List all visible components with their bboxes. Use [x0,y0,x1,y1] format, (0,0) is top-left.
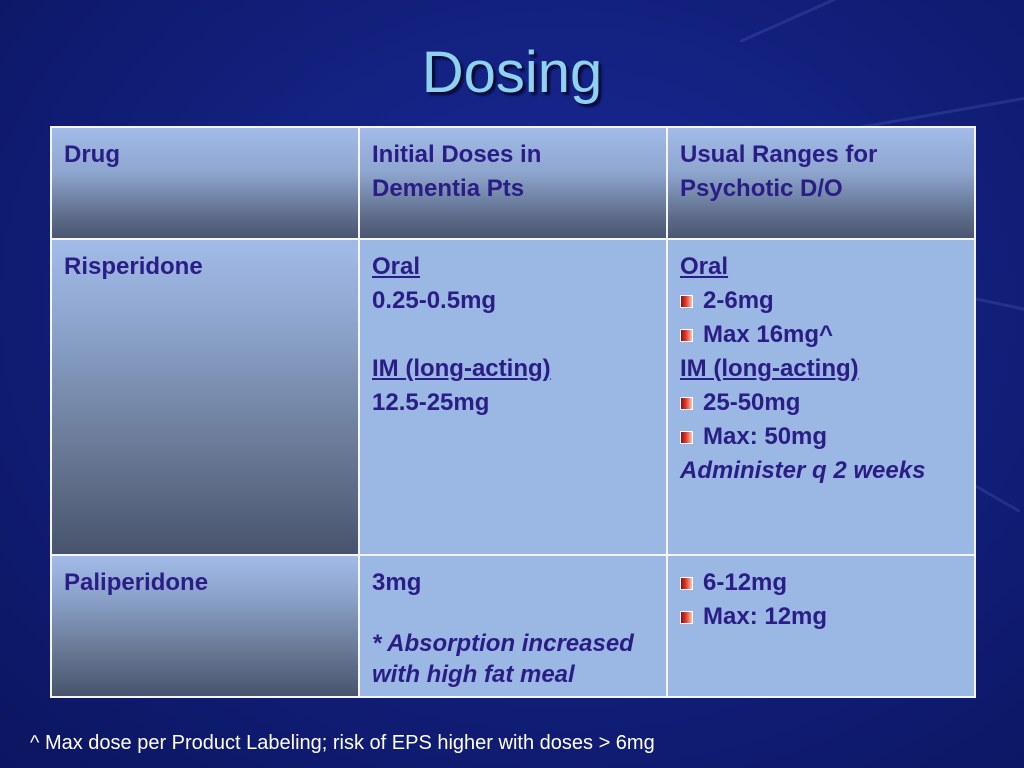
table-row: Paliperidone 3mg * Absorption increased … [50,554,976,698]
red-square-bullet-icon [680,294,693,308]
slide-title: Dosing [421,40,603,105]
list-item: Max: 12mg [680,600,964,634]
footnote: ^ Max dose per Product Labeling; risk of… [30,732,655,754]
bullet-text: Max: 12mg [703,603,828,630]
dosing-table: Drug Initial Doses in Dementia Pts Usual… [50,126,976,698]
table-header-row: Drug Initial Doses in Dementia Pts Usual… [50,126,976,240]
background-streak [739,0,1024,43]
oral-dose: 0.25-0.5mg [372,287,497,314]
absorption-note: * Absorption increased with high fat mea… [372,630,634,688]
bullet-text: Max 16mg^ [703,321,834,348]
bullet-text: 6-12mg [703,569,788,596]
bullet-text: Max: 50mg [703,423,828,450]
list-item: Max: 50mg [680,420,964,454]
red-square-bullet-icon [680,430,693,444]
bullet-text: 25-50mg [703,389,801,416]
red-square-bullet-icon [680,328,693,342]
administration-note: Administer q 2 weeks [680,457,926,484]
initial-dose: 3mg [372,569,422,596]
header-initial-doses: Initial Doses in Dementia Pts [358,126,668,240]
header-drug: Drug [50,126,360,240]
red-square-bullet-icon [680,396,693,410]
list-item: 6-12mg [680,566,964,600]
drug-name-cell: Paliperidone [50,554,360,698]
spacer [372,318,656,352]
im-dose: 12.5-25mg [372,389,490,416]
oral-label: Oral [680,253,729,280]
spacer [372,600,656,628]
list-item: Max 16mg^ [680,318,964,352]
drug-name-cell: Risperidone [50,238,360,556]
usual-range-cell: Oral 2-6mg Max 16mg^ IM (long-acting) 25… [666,238,976,556]
table-row: Risperidone Oral 0.25-0.5mg IM (long-act… [50,238,976,556]
header-usual-ranges: Usual Ranges for Psychotic D/O [666,126,976,240]
bullet-text: 2-6mg [703,287,774,314]
initial-dose-cell: Oral 0.25-0.5mg IM (long-acting) 12.5-25… [358,238,668,556]
usual-range-cell: 6-12mg Max: 12mg [666,554,976,698]
im-label: IM (long-acting) [372,355,551,382]
im-label: IM (long-acting) [680,355,859,382]
oral-label: Oral [372,253,421,280]
initial-dose-cell: 3mg * Absorption increased with high fat… [358,554,668,698]
red-square-bullet-icon [680,576,693,590]
list-item: 2-6mg [680,284,964,318]
list-item: 25-50mg [680,386,964,420]
red-square-bullet-icon [680,610,693,624]
